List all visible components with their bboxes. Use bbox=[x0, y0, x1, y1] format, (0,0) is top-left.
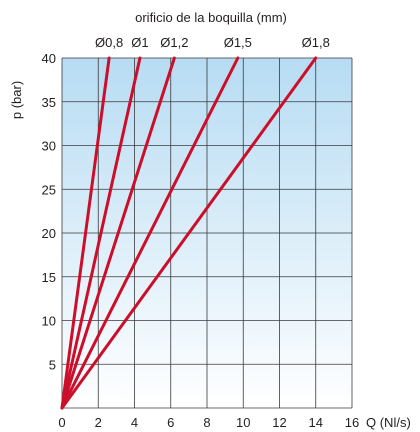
series-label: Ø1,2 bbox=[160, 35, 188, 50]
y-tick-label: 25 bbox=[42, 182, 56, 197]
chart-title: orificio de la boquilla (mm) bbox=[135, 10, 287, 25]
x-tick-label: 2 bbox=[95, 415, 102, 430]
series-line-2 bbox=[60, 56, 142, 410]
x-tick-label: 10 bbox=[236, 415, 250, 430]
y-tick-label: 10 bbox=[42, 314, 56, 329]
y-tick-label: 15 bbox=[42, 270, 56, 285]
x-tick-label: 8 bbox=[203, 415, 210, 430]
y-tick-label: 5 bbox=[49, 357, 56, 372]
series-lines bbox=[60, 56, 318, 410]
y-tick-label: 20 bbox=[42, 226, 56, 241]
x-tick-label: 6 bbox=[167, 415, 174, 430]
x-tick-label: 14 bbox=[309, 415, 323, 430]
x-tick-label: 4 bbox=[131, 415, 138, 430]
grid bbox=[61, 57, 353, 409]
y-axis-label: p (bar) bbox=[9, 81, 24, 119]
series-line-5 bbox=[60, 56, 318, 410]
x-tick-label: 12 bbox=[272, 415, 286, 430]
x-tick-label: 16 bbox=[345, 415, 359, 430]
x-axis-label: Q (Nl/s) bbox=[366, 415, 411, 430]
tick-labels: 0 2 4 6 8 10 12 14 16 5 10 15 20 25 30 35 40 bbox=[42, 51, 360, 430]
y-tick-label: 30 bbox=[42, 139, 56, 154]
x-tick-label: 0 bbox=[58, 415, 65, 430]
series-line-3 bbox=[60, 56, 176, 410]
series-labels: Ø0,8 Ø1 Ø1,2 Ø1,5 Ø1,8 bbox=[95, 35, 330, 50]
y-tick-label: 35 bbox=[42, 95, 56, 110]
series-label: Ø0,8 bbox=[95, 35, 123, 50]
series-line-4 bbox=[60, 56, 240, 410]
series-label: Ø1,8 bbox=[302, 35, 330, 50]
series-label: Ø1 bbox=[131, 35, 148, 50]
y-tick-label: 40 bbox=[42, 51, 56, 66]
series-line-1 bbox=[60, 56, 111, 410]
series-label: Ø1,5 bbox=[224, 35, 252, 50]
